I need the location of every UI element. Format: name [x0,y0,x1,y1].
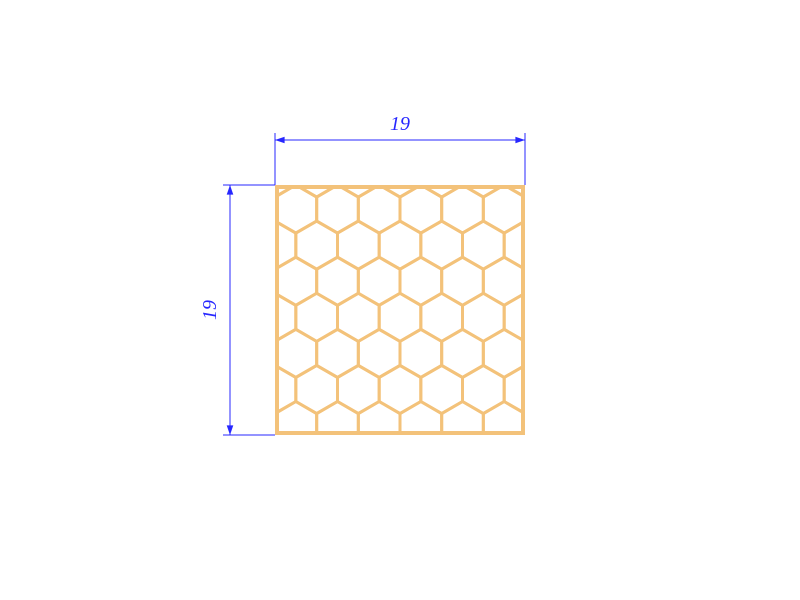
dimension-top: 19 [275,113,525,185]
dimension-left: 19 [199,185,275,435]
dimension-left-label: 19 [199,300,221,320]
honeycomb-pattern [233,149,629,522]
profile-square-honeycomb [233,149,629,522]
dimension-top-label: 19 [390,113,410,135]
